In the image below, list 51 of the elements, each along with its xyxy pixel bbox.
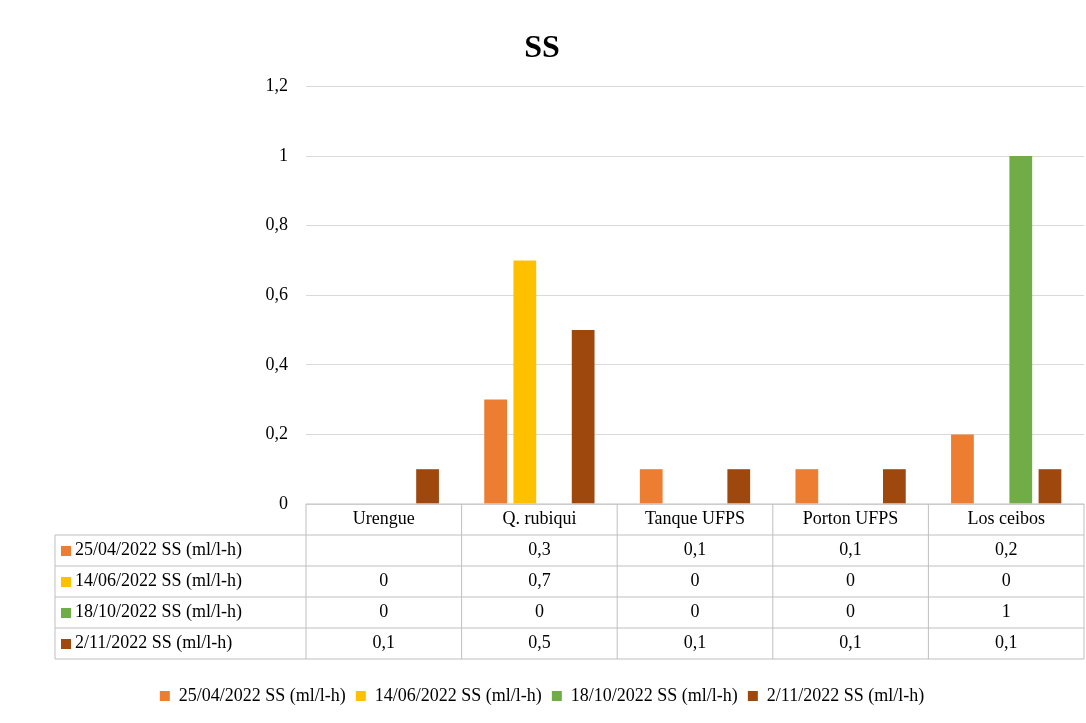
bar bbox=[639, 469, 663, 504]
x-tick-label: Q. rubiqui bbox=[502, 508, 577, 529]
y-tick-label: 0,4 bbox=[265, 353, 288, 374]
text: 14/06/2022 SS (ml/l-h) bbox=[75, 570, 243, 591]
bar bbox=[1038, 469, 1062, 504]
bar bbox=[1009, 156, 1033, 504]
chart-title: SS bbox=[524, 28, 560, 65]
data-label: 0 bbox=[1001, 570, 1011, 591]
legend-label: 25/04/2022 SS (ml/l-h) bbox=[178, 684, 346, 706]
data-label: 0 bbox=[534, 601, 544, 622]
data-label: 0,1 bbox=[372, 632, 396, 653]
data-label: 0 bbox=[690, 570, 700, 591]
data-label: 0,1 bbox=[839, 539, 862, 560]
x-tick-label: Los ceibos bbox=[967, 508, 1045, 529]
x-tick-label: Urengue bbox=[352, 508, 415, 529]
text: 18/10/2022 SS (ml/l-h) bbox=[75, 601, 243, 622]
text: 25/04/2022 SS (ml/l-h) bbox=[75, 539, 243, 560]
data-label: 0,5 bbox=[528, 632, 551, 653]
bar bbox=[484, 399, 508, 504]
y-tick-label: 0,2 bbox=[265, 423, 288, 444]
x-tick-label: Tanque UFPS bbox=[644, 508, 746, 529]
legend-label: 18/10/2022 SS (ml/l-h) bbox=[570, 684, 738, 706]
y-tick-label: 0 bbox=[279, 492, 288, 513]
data-label: 0 bbox=[379, 601, 389, 622]
data-label: 0 bbox=[690, 601, 700, 622]
bar bbox=[727, 469, 751, 504]
data-label: 1 bbox=[1001, 601, 1011, 622]
data-label: 0,1 bbox=[994, 632, 1018, 653]
text: 2/11/2022 SS (ml/l-h) bbox=[75, 632, 233, 653]
y-tick-label: 0,8 bbox=[265, 214, 288, 235]
bar bbox=[571, 330, 595, 504]
bar bbox=[513, 260, 537, 504]
bar bbox=[416, 469, 439, 504]
legend-label: 2/11/2022 SS (ml/l-h) bbox=[766, 684, 925, 706]
bar bbox=[882, 469, 906, 504]
bar bbox=[795, 469, 819, 504]
y-tick-label: 1 bbox=[279, 144, 288, 165]
y-tick-label: 0,6 bbox=[265, 283, 288, 304]
data-label: 0 bbox=[379, 570, 389, 591]
data-label: 0,7 bbox=[528, 570, 551, 591]
bar bbox=[951, 434, 974, 504]
data-label: 0,1 bbox=[683, 632, 707, 653]
legend-label: 14/06/2022 SS (ml/l-h) bbox=[374, 684, 542, 706]
data-label: 0,1 bbox=[683, 539, 707, 560]
y-tick-label: 1,2 bbox=[265, 75, 288, 96]
data-label: 0,2 bbox=[994, 539, 1018, 560]
data-label: 0,3 bbox=[528, 539, 551, 560]
data-label: 0 bbox=[846, 570, 856, 591]
data-label: 0 bbox=[846, 601, 856, 622]
data-label: 0,1 bbox=[839, 632, 862, 653]
x-tick-label: Porton UFPS bbox=[802, 508, 899, 529]
